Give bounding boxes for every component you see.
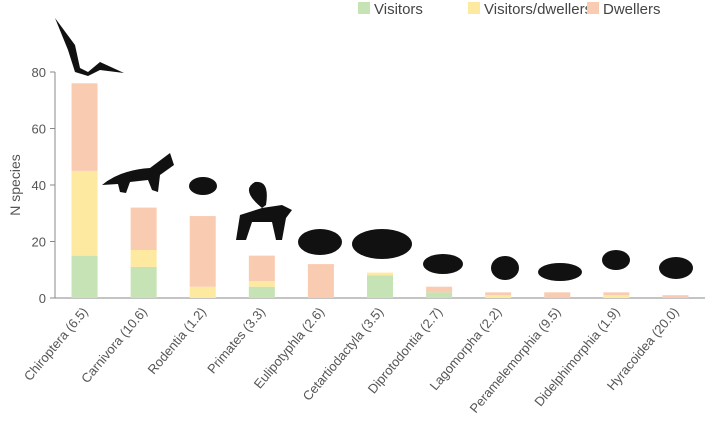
- y-tick-label: 40: [32, 178, 46, 193]
- legend-swatch: [358, 2, 370, 14]
- bar-segment: [603, 295, 630, 298]
- primate-icon: [236, 181, 292, 240]
- x-tick-label: Primates (3.3): [204, 304, 268, 376]
- bar-segment: [426, 286, 453, 293]
- bar-segment: [189, 216, 216, 287]
- bar-segment: [71, 170, 98, 256]
- bar-segment: [130, 249, 157, 267]
- bar-segment: [367, 275, 393, 298]
- bandicoot-icon: [538, 263, 582, 281]
- bar-segment: [248, 255, 275, 282]
- legend-swatch: [587, 2, 599, 14]
- y-tick-label: 80: [32, 65, 46, 80]
- y-tick-label: 20: [32, 235, 46, 250]
- bat-icon: [55, 18, 124, 76]
- bar-segment: [130, 266, 157, 298]
- x-tick-label: Rodentia (1.2): [145, 304, 209, 377]
- y-tick-label: 0: [39, 291, 46, 306]
- boar-icon: [352, 229, 412, 259]
- y-axis-label: N species: [7, 154, 23, 215]
- bar-segment: [71, 255, 98, 298]
- legend-text: Visitors/dwellers: [484, 1, 592, 18]
- legend-text: Visitors: [374, 1, 423, 18]
- y-tick-label: 60: [32, 122, 46, 137]
- bar-segment: [603, 292, 630, 296]
- opossum-icon: [602, 250, 630, 270]
- bar-segment: [662, 295, 689, 298]
- bar-segment: [248, 286, 275, 298]
- bar-segment: [426, 292, 453, 298]
- bar-segment: [130, 207, 157, 250]
- rodent-icon: [189, 177, 217, 195]
- silhouettes: [55, 18, 693, 281]
- fox-icon: [102, 153, 174, 193]
- legend-swatch: [468, 2, 480, 14]
- hyrax-icon: [659, 257, 693, 279]
- rabbit-icon: [491, 256, 519, 280]
- possum-icon: [423, 254, 463, 274]
- bar-segment: [485, 295, 512, 298]
- bar-segment: [71, 83, 98, 171]
- bar-segment: [367, 272, 393, 276]
- x-tick-label: Carnivora (10.6): [78, 304, 150, 386]
- bar-segment: [189, 286, 216, 298]
- x-tick-label: Chiroptera (6.5): [21, 304, 91, 383]
- hedgehog-icon: [298, 229, 342, 255]
- bar-segment: [248, 281, 275, 287]
- bar-segment: [307, 264, 334, 298]
- bar-segment: [544, 292, 571, 298]
- bar-segment: [485, 292, 512, 296]
- legend-text: Dwellers: [603, 1, 661, 18]
